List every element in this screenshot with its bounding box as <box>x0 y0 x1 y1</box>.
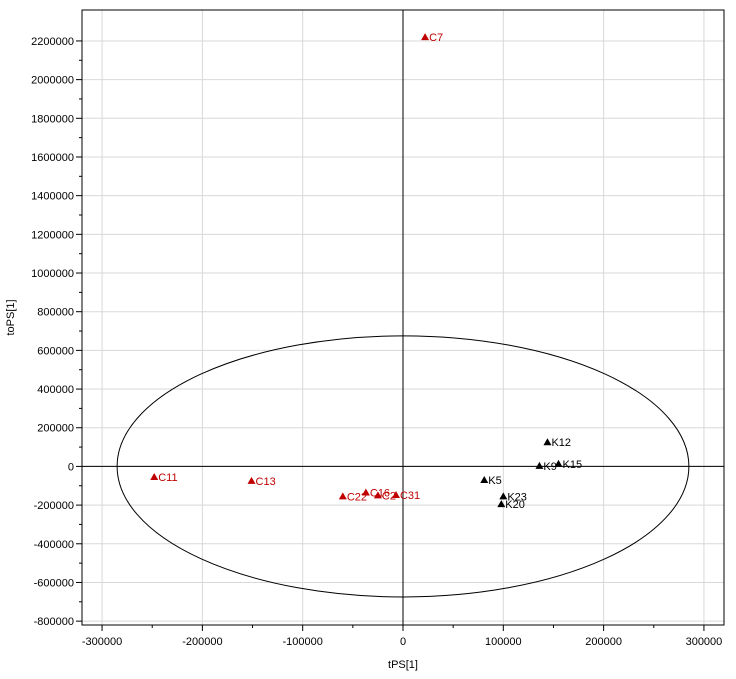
y-tick-label: -800000 <box>34 616 74 628</box>
x-axis-title: tPS[1] <box>388 659 418 671</box>
triangle-marker <box>421 33 430 41</box>
x-tick-label: -200000 <box>182 636 222 648</box>
triangle-marker <box>338 492 347 500</box>
y-tick-label: 1200000 <box>31 229 74 241</box>
triangle-marker <box>391 491 400 499</box>
data-point-c22: C22 <box>338 491 367 503</box>
point-label: K20 <box>505 499 525 511</box>
hotelling-ellipse <box>116 335 690 598</box>
point-label: C2 <box>382 490 396 502</box>
y-axis-title: toPS[1] <box>5 299 17 335</box>
y-tick-label: 600000 <box>37 345 74 357</box>
y-tick-label: 1400000 <box>31 191 74 203</box>
point-label: C11 <box>158 472 177 484</box>
ticks: -800000 -600000 -400000 -200000 0 200000 40000… <box>31 36 722 648</box>
x-tick-label: 0 <box>400 636 406 648</box>
triangle-marker <box>247 476 256 484</box>
x-tick-label: 200000 <box>585 636 622 648</box>
point-label: C22 <box>347 491 367 503</box>
y-tick-label: 2000000 <box>31 75 74 87</box>
y-tick-label: 200000 <box>37 423 74 435</box>
point-label: C13 <box>256 476 276 488</box>
data-point-k12: K12 <box>543 437 571 449</box>
y-tick-label: 2200000 <box>31 36 74 48</box>
triangle-marker <box>497 500 506 508</box>
x-tick-label: 300000 <box>686 636 723 648</box>
y-tick-label: 400000 <box>37 384 74 396</box>
triangle-marker <box>150 473 159 481</box>
data-point-k5: K5 <box>480 475 502 487</box>
y-tick-label: 1800000 <box>31 113 74 125</box>
data-point-c16: C16 <box>361 488 390 500</box>
y-tick-label: -600000 <box>34 577 74 589</box>
data-point-c31: C31 <box>391 490 420 502</box>
y-tick-label: 1600000 <box>31 152 74 164</box>
y-tick-label: -200000 <box>34 500 74 512</box>
y-tick-label: 0 <box>68 461 74 473</box>
y-tick-label: 1000000 <box>31 268 74 280</box>
point-label: C16 <box>370 488 390 500</box>
y-tick-label: 800000 <box>37 307 74 319</box>
point-label: K5 <box>488 475 501 487</box>
triangle-marker <box>480 475 489 483</box>
x-tick-label: -100000 <box>283 636 323 648</box>
triangle-marker <box>499 492 508 500</box>
point-label: K23 <box>507 491 527 503</box>
point-label: C31 <box>400 490 420 502</box>
data-point-c13: C13 <box>247 476 276 488</box>
point-label: K15 <box>562 459 582 471</box>
data-point-c2: C2 <box>373 490 396 502</box>
point-label: C7 <box>429 32 443 44</box>
triangle-marker <box>554 459 563 467</box>
point-label: K9 <box>543 461 556 473</box>
data-point-k9: K9 <box>535 461 557 473</box>
data-point-k15: K15 <box>554 459 582 471</box>
data-point-k20: K20 <box>497 499 525 511</box>
data-point-c7: C7 <box>421 32 443 44</box>
triangle-marker <box>535 461 544 469</box>
triangle-marker <box>543 438 552 446</box>
point-label: K12 <box>551 437 571 449</box>
y-tick-label: -400000 <box>34 539 74 551</box>
x-tick-label: -300000 <box>82 636 122 648</box>
data-point-k23: K23 <box>499 491 527 503</box>
triangle-marker <box>373 491 382 499</box>
x-tick-label: 100000 <box>485 636 522 648</box>
triangle-marker <box>361 488 370 496</box>
zero-axes <box>82 10 724 625</box>
data-point-c11: C11 <box>150 472 178 484</box>
